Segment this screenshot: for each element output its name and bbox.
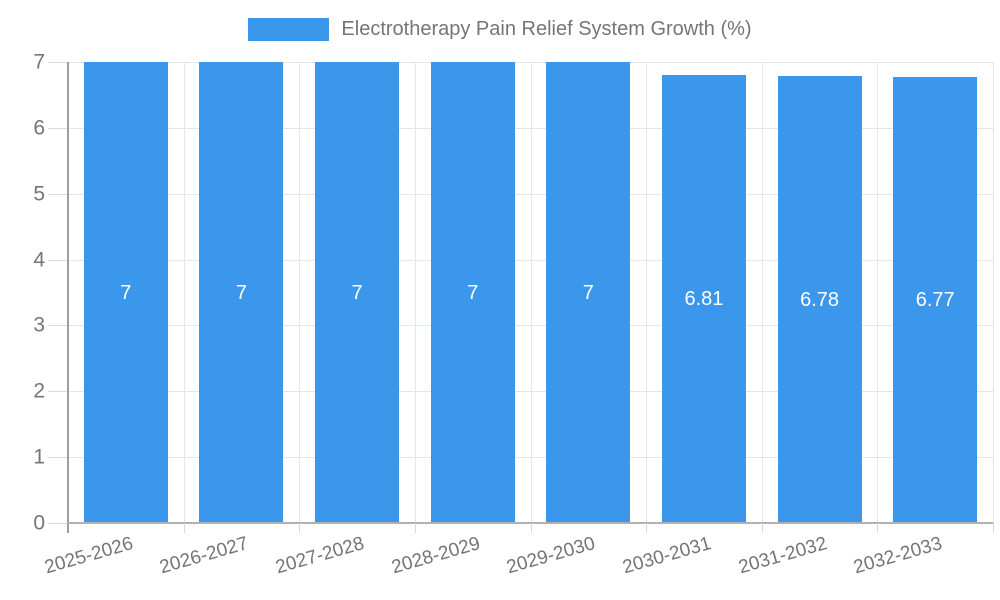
bar-2030-2031[interactable]: [661, 74, 746, 523]
bar-value-label: 6.81: [684, 287, 724, 310]
bar-value-label: 6.77: [915, 289, 955, 312]
gridline-x-8: [993, 62, 994, 523]
gridline-x-4: [530, 62, 532, 523]
x-axis-tick: [414, 523, 416, 533]
x-axis-tick: [877, 523, 879, 533]
y-axis-tick-label: 3: [33, 313, 45, 337]
y-axis-tick: [48, 193, 68, 195]
gridline-x-2: [299, 62, 301, 523]
y-axis-tick: [48, 259, 68, 261]
gridline-x-7: [877, 62, 879, 523]
y-axis-tick-label: 5: [33, 182, 45, 206]
bar-value-label: 7: [235, 281, 247, 304]
y-axis-tick: [48, 523, 68, 524]
x-axis-tick: [183, 523, 185, 533]
bar-value-label: 6.78: [800, 288, 840, 311]
y-axis-tick-label: 2: [33, 379, 45, 403]
y-axis-line: [67, 62, 69, 533]
bar-value-label: 7: [467, 281, 479, 304]
y-axis-tick-label: 1: [33, 445, 45, 469]
gridline-x-1: [183, 62, 185, 523]
y-axis-tick-label: 0: [33, 511, 45, 535]
x-axis-tick: [761, 523, 763, 533]
y-axis-tick: [48, 325, 68, 327]
x-axis-tick: [530, 523, 532, 533]
y-axis-tick: [48, 127, 68, 129]
x-axis-tick: [993, 523, 994, 533]
bar-value-label: 7: [582, 281, 594, 304]
y-axis-tick-label: 4: [33, 248, 45, 272]
x-axis-tick: [299, 523, 301, 533]
x-axis-tick: [646, 523, 648, 533]
y-axis-tick: [48, 391, 68, 393]
chart-title: Electrotherapy Pain Relief System Growth…: [341, 18, 752, 40]
y-axis-tick-label: 7: [33, 50, 45, 74]
y-axis-tick: [48, 457, 68, 459]
bar-2025-2026[interactable]: [83, 62, 168, 523]
gridline-x-6: [761, 62, 763, 523]
bar-value-label: 7: [351, 281, 363, 304]
gridline-x-5: [646, 62, 648, 523]
bar-2028-2029[interactable]: [430, 62, 515, 523]
bar-2026-2027[interactable]: [199, 62, 284, 523]
bar-2031-2032[interactable]: [777, 76, 862, 523]
y-axis-tick-label: 6: [33, 116, 45, 140]
bar-2032-2033[interactable]: [893, 77, 978, 523]
legend-swatch: [248, 18, 330, 41]
bar-2027-2028[interactable]: [315, 62, 400, 523]
bar-value-label: 7: [120, 281, 132, 304]
y-axis-tick: [48, 62, 68, 63]
chart-legend[interactable]: Electrotherapy Pain Relief System Growth…: [0, 18, 1000, 41]
bar-2029-2030[interactable]: [546, 62, 631, 523]
gridline-x-3: [414, 62, 416, 523]
